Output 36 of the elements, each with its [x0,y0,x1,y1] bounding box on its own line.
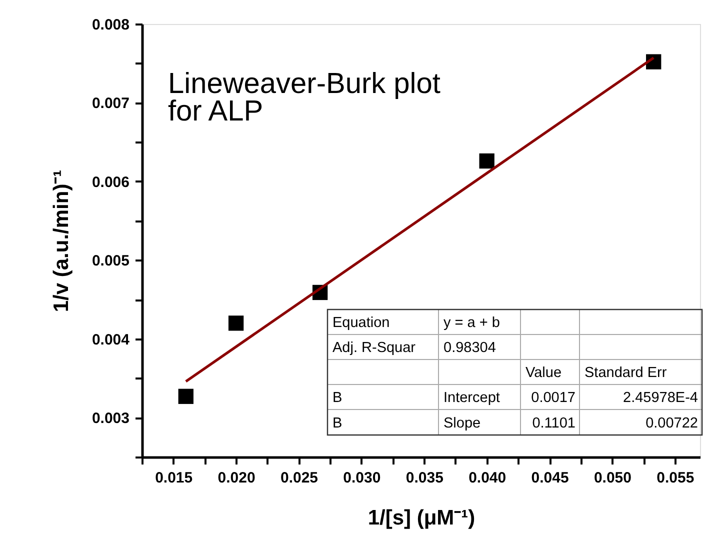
y-axis-title: 1/v (a.u./min)⁻¹ [50,170,73,312]
point [479,153,494,169]
annotation: 0.0017 [531,390,576,406]
annotation: 2.45978E-4 [623,390,698,406]
x-tick-label: 0.020 [218,470,256,486]
annotation: 0.00722 [646,415,698,432]
point [178,388,194,404]
annotation: Lineweaver-Burk plot for ALP [168,68,440,128]
x-tick-label: 0.040 [468,470,506,486]
annotation: 0.98304 [444,340,496,356]
x-tick-label: 0.030 [343,470,381,486]
annotation: B [332,415,342,432]
annotation: Value [526,365,562,381]
point [228,316,244,331]
y-tick-label: 0.004 [92,331,130,348]
y-tick-label: 0.008 [92,16,130,34]
point [646,54,662,70]
annotation: B [332,390,342,406]
annotation: Slope [444,415,481,432]
x-tick-label: 0.055 [656,470,694,486]
annotation: Adj. R-Squar [332,340,416,356]
annotation: Standard Err [584,365,667,381]
x-tick-label: 0.045 [531,470,569,486]
y-tick-label: 0.003 [92,410,130,428]
annotation: Equation [332,315,390,331]
annotation: y = a + b [444,315,500,331]
y-tick-label: 0.006 [92,174,130,191]
annotation: Intercept [444,390,500,406]
x-axis-title: 1/[s] (μM⁻¹) [368,506,476,530]
x-tick-label: 0.050 [594,470,632,486]
annotation: 0.1101 [532,415,576,432]
x-tick-label: 0.015 [155,470,193,486]
y-tick-label: 0.007 [92,95,130,112]
x-tick-label: 0.035 [406,470,444,486]
y-tick-label: 0.005 [92,252,130,270]
x-tick-label: 0.025 [280,470,318,486]
